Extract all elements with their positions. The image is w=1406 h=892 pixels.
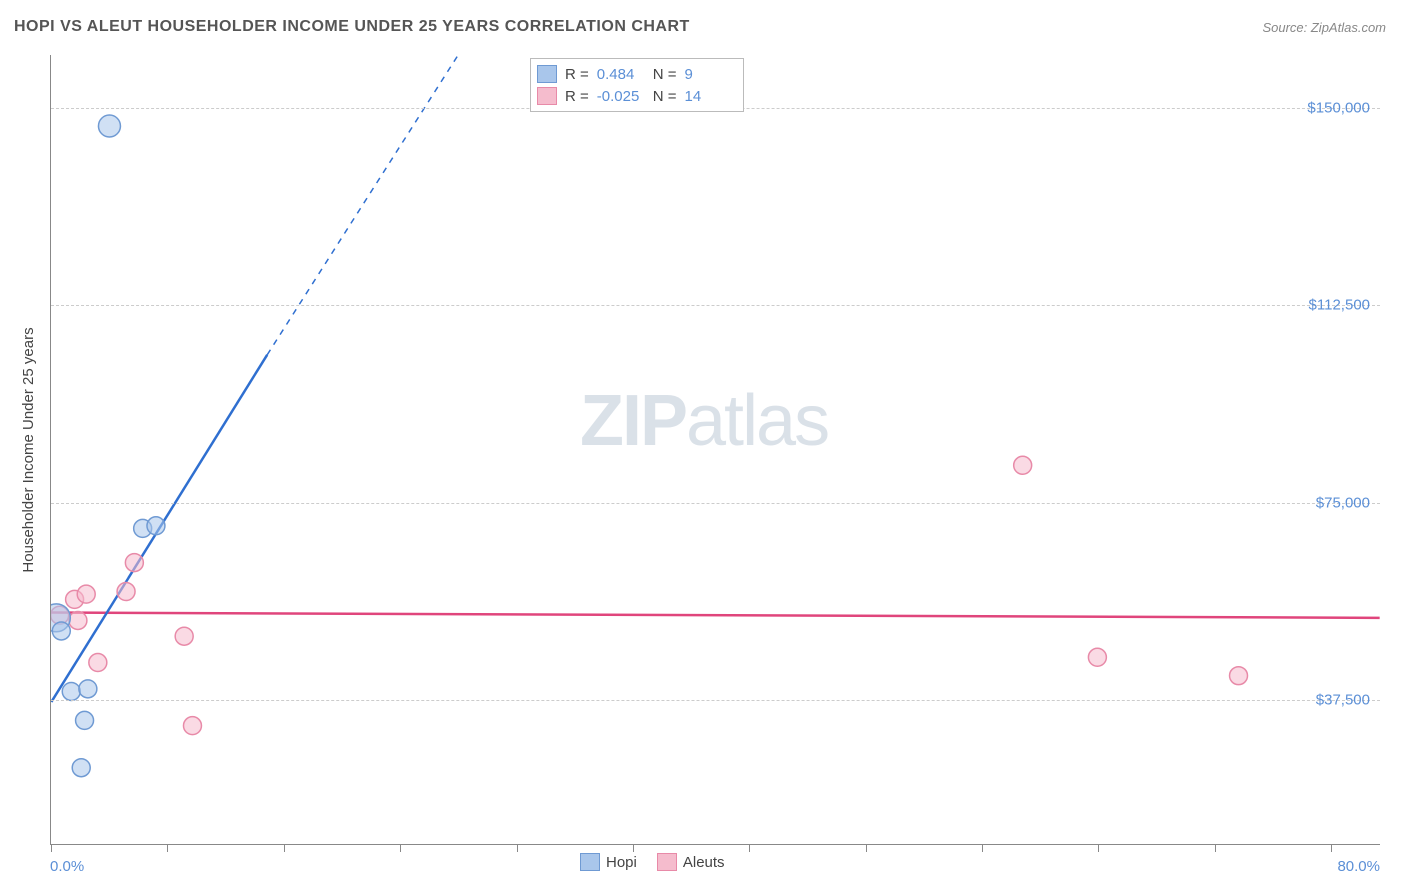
- legend-n-value: 9: [685, 66, 733, 83]
- gridline-h: [51, 503, 1380, 504]
- x-axis-min-label: 0.0%: [50, 858, 84, 875]
- legend-swatch: [537, 87, 557, 105]
- legend-r-label: R =: [565, 88, 589, 105]
- correlation-legend-row: R = 0.484 N = 9: [537, 63, 733, 85]
- plot-area: $37,500 $75,000 $112,500 $150,000: [50, 55, 1380, 845]
- x-tick: [517, 844, 518, 852]
- correlation-legend: R = 0.484 N = 9 R = -0.025 N = 14: [530, 58, 744, 112]
- x-tick: [982, 844, 983, 852]
- y-axis-title: Householder Income Under 25 years: [20, 327, 37, 572]
- y-tick-label: $150,000: [1307, 99, 1370, 116]
- series-legend-item: Aleuts: [657, 853, 725, 871]
- x-tick: [167, 844, 168, 852]
- y-tick-label: $112,500: [1309, 297, 1370, 314]
- legend-n-label: N =: [653, 88, 677, 105]
- legend-swatch: [657, 853, 677, 871]
- series-legend-label: Hopi: [606, 854, 637, 871]
- x-tick: [1331, 844, 1332, 852]
- correlation-legend-row: R = -0.025 N = 14: [537, 85, 733, 107]
- y-tick-label: $75,000: [1316, 494, 1370, 511]
- chart-title: HOPI VS ALEUT HOUSEHOLDER INCOME UNDER 2…: [14, 18, 690, 36]
- series-legend-label: Aleuts: [683, 854, 725, 871]
- legend-swatch: [537, 65, 557, 83]
- legend-swatch: [580, 853, 600, 871]
- x-tick: [1215, 844, 1216, 852]
- x-tick: [749, 844, 750, 852]
- x-axis-max-label: 80.0%: [1337, 858, 1380, 875]
- chart-source: Source: ZipAtlas.com: [1262, 20, 1386, 35]
- legend-r-value: -0.025: [597, 88, 645, 105]
- series-legend-item: Hopi: [580, 853, 637, 871]
- legend-r-value: 0.484: [597, 66, 645, 83]
- x-tick: [400, 844, 401, 852]
- x-tick: [1098, 844, 1099, 852]
- legend-n-label: N =: [653, 66, 677, 83]
- x-tick: [51, 844, 52, 852]
- x-tick: [633, 844, 634, 852]
- legend-n-value: 14: [685, 88, 733, 105]
- series-legend: Hopi Aleuts: [580, 853, 725, 871]
- chart-svg: [51, 55, 1380, 844]
- x-tick: [284, 844, 285, 852]
- y-tick-label: $37,500: [1316, 692, 1370, 709]
- gridline-h: [51, 700, 1380, 701]
- gridline-h: [51, 305, 1380, 306]
- x-tick: [866, 844, 867, 852]
- legend-r-label: R =: [565, 66, 589, 83]
